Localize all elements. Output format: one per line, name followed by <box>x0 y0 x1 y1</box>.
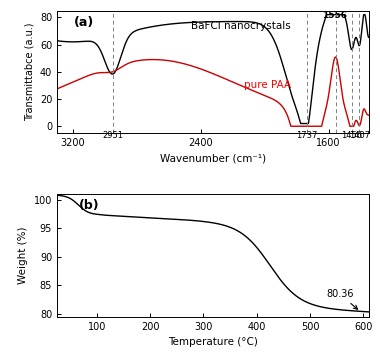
Text: BaFCl nanocrystals: BaFCl nanocrystals <box>191 20 291 31</box>
Text: 1456: 1456 <box>341 131 362 140</box>
Y-axis label: Transmittabce (a.u.): Transmittabce (a.u.) <box>24 23 34 121</box>
Text: 1556: 1556 <box>322 11 347 20</box>
X-axis label: Temperature (°C): Temperature (°C) <box>168 337 258 347</box>
Text: pure PAA: pure PAA <box>244 80 291 90</box>
Y-axis label: Weight (%): Weight (%) <box>18 227 28 284</box>
Text: 1737: 1737 <box>296 131 317 140</box>
Text: 80.36: 80.36 <box>326 289 358 309</box>
Text: (a): (a) <box>74 17 94 30</box>
Text: 2951: 2951 <box>102 131 123 140</box>
Text: 1407: 1407 <box>349 131 370 140</box>
Text: (b): (b) <box>79 199 100 212</box>
X-axis label: Wavenumber (cm⁻¹): Wavenumber (cm⁻¹) <box>160 153 266 163</box>
